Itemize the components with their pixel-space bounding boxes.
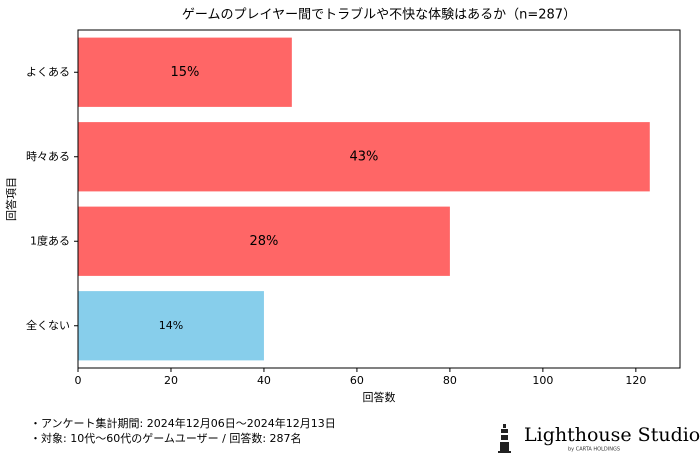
note: ・アンケート集計期間: 2024年12月06日～2024年12月13日: [30, 416, 336, 430]
logo-icon: [498, 424, 511, 453]
note: ・対象: 10代～60代のゲームユーザー / 回答数: 287名: [30, 431, 302, 445]
x-tick-label: 20: [164, 374, 178, 387]
value-label: 15%: [170, 65, 199, 80]
y-tick-label: 全くない: [26, 318, 70, 332]
y-tick-label: 時々ある: [26, 150, 70, 163]
logo-name: Lighthouse Studio: [524, 424, 700, 446]
value-label: 14%: [159, 319, 183, 332]
plot-frame: [77, 29, 681, 369]
x-tick-label: 60: [350, 374, 364, 387]
bar: [78, 122, 650, 192]
value-label: 28%: [249, 234, 278, 249]
x-tick-label: 120: [625, 374, 646, 387]
x-tick-label: 40: [257, 374, 271, 387]
y-tick-label: よくある: [26, 65, 70, 78]
bar: [78, 37, 292, 107]
x-tick-label: 80: [443, 374, 457, 387]
logo-sub: by CARTA HOLDINGS: [568, 447, 620, 453]
x-axis-label: 回答数: [363, 390, 396, 404]
value-label: 43%: [349, 149, 378, 164]
chart-title: ゲームのプレイヤー間でトラブルや不快な体験はあるか（n=287）: [182, 7, 576, 23]
x-tick-label: 100: [532, 374, 553, 387]
bar: [78, 206, 450, 276]
y-axis-label: 回答項目: [4, 177, 18, 221]
bar: [78, 291, 264, 361]
x-tick-label: 0: [75, 374, 82, 387]
y-tick-label: 1度ある: [30, 233, 70, 247]
